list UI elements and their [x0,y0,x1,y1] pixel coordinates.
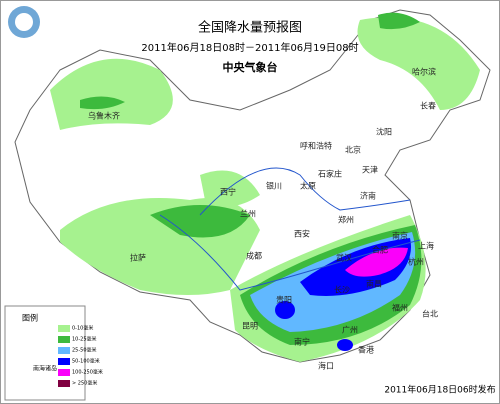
city: 郑州 [338,215,354,225]
legend-label: > 250毫米 [72,380,97,387]
city: 武汉 [336,253,352,263]
city: 乌鲁木齐 [88,111,120,121]
city: 合肥 [372,245,388,255]
city: 天津 [362,165,378,175]
city-labels: 乌鲁木齐 哈尔滨 长春 沈阳 呼和浩特 北京 天津 石家庄 太原 济南 银川 西… [88,67,438,371]
city: 福州 [392,304,408,313]
city: 长春 [420,101,436,111]
city: 上海 [418,241,434,251]
rain-area [357,17,480,110]
footer: 2011年06月18日06时发布 [384,384,495,396]
city: 海口 [318,361,334,371]
city: 拉萨 [130,253,146,263]
river [159,214,421,291]
legend-label: 0-10毫米 [72,325,93,332]
city: 广州 [342,325,358,335]
city: 西宁 [220,187,236,197]
city: 沈阳 [376,127,392,137]
rain-area [200,170,260,207]
city: 北京 [345,145,361,155]
legend: 0-10毫米 10-25毫米 25-50毫米 50-100毫米 100-250毫米 > 2… [58,325,103,387]
city: 兰州 [240,209,256,219]
city: 西安 [294,229,310,239]
city: 南昌 [366,279,382,289]
city: 太原 [300,181,316,191]
rain-area [150,205,250,238]
issuer: 中央气象台 [223,60,278,74]
city: 香港 [358,345,374,355]
legend-label: 100-250毫米 [72,369,103,376]
inset-box [4,305,86,401]
city: 长沙 [334,285,350,295]
legend-swatch [58,380,70,387]
rain-area [345,247,408,277]
city: 台北 [422,309,438,319]
city: 贵阳 [276,295,292,305]
city: 哈尔滨 [412,67,436,77]
city: 济南 [360,191,376,201]
rain-area [50,58,173,130]
legend-swatch [58,369,70,376]
city: 南京 [392,231,408,241]
city: 昆明 [242,322,258,331]
legend-swatch [58,336,70,343]
city: 成都 [246,251,262,261]
legend-swatch [58,347,70,354]
city: 呼和浩特 [300,141,332,151]
city: 南宁 [294,337,310,347]
river [199,167,411,216]
city: 银川 [266,181,282,191]
rain-area [337,339,353,351]
legend-label: 25-50毫米 [72,347,97,354]
legend-swatch [58,325,70,332]
city: 杭州 [408,257,424,267]
rain-area [275,301,295,319]
logo-inner [15,13,33,31]
legend-label: 10-25毫米 [72,336,97,343]
rain-area [378,12,420,30]
legend-label: 50-100毫米 [72,358,100,365]
city: 石家庄 [318,169,342,179]
legend-swatch [58,358,70,365]
inset-label: 南海诸岛 [33,365,57,373]
period: 2011年06月18日08时－2011年06月19日08时 [141,41,358,54]
title: 全国降水量预报图 [198,20,302,36]
legend-title: 图例 [22,313,38,323]
rain-area [80,96,125,110]
